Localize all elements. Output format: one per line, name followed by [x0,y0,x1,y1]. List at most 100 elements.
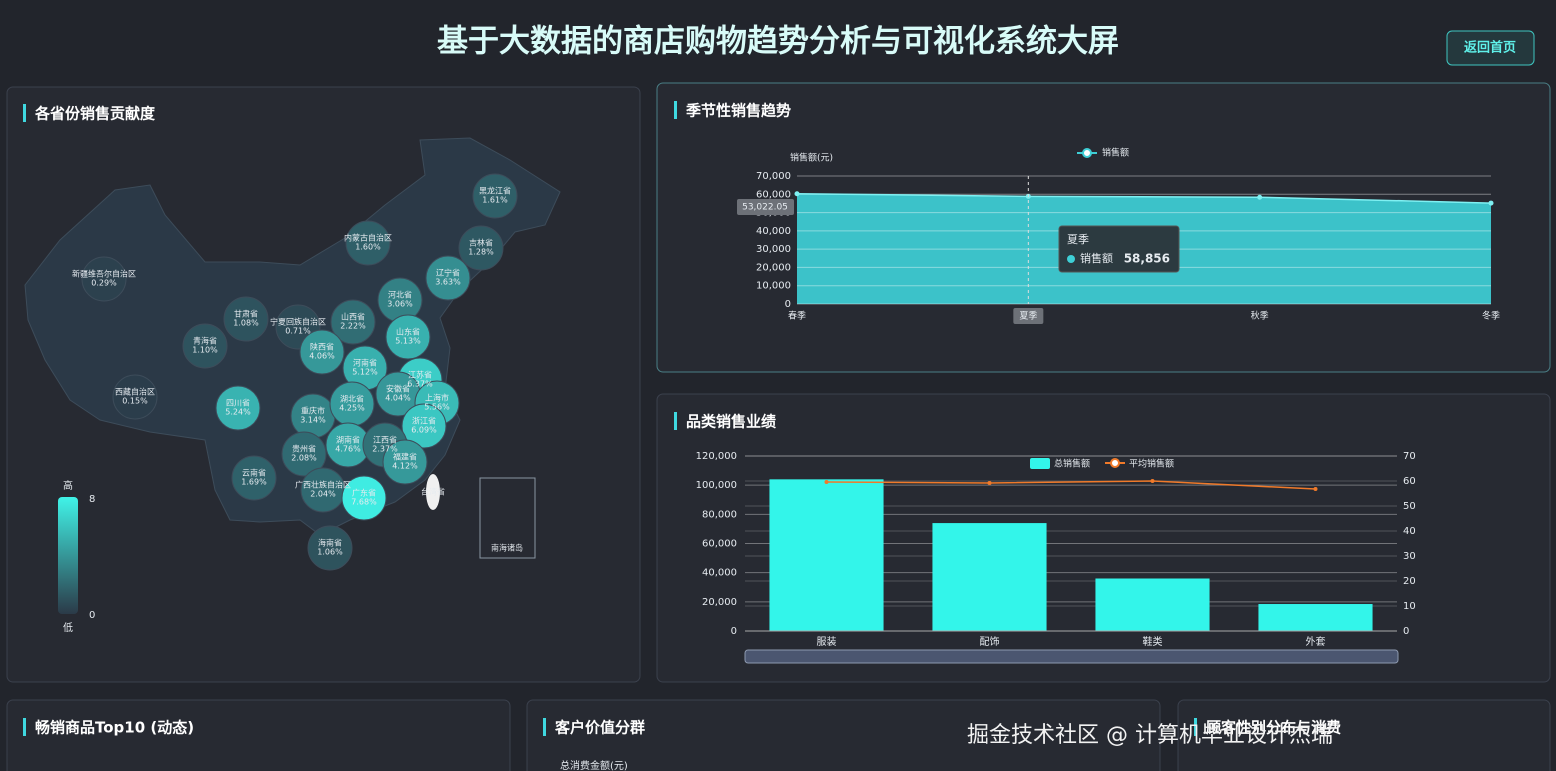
line [796,192,1492,204]
axis-label: 总消费金额(元) [560,759,628,771]
home-button[interactable] [1446,30,1535,66]
x-tick-label: 服装 [817,635,837,648]
panel-title: 品类销售业绩 [686,413,776,431]
province-value: 1.60% [355,243,381,252]
y-tick-label: 80,000 [702,509,737,520]
province-name: 宁夏回族自治区 [270,317,326,327]
point [1257,194,1263,200]
province-name: 广西壮族自治区 [295,480,351,490]
south-sea-box [479,477,536,559]
province [472,173,518,219]
legend-label: 销售额 [1102,147,1129,159]
x-tick-label: 鞋类 [1143,635,1163,648]
visual-map-max: 8 [89,494,95,505]
province-name: 内蒙古自治区 [344,233,392,243]
y-tick-label: 10,000 [756,281,791,292]
panel [6,699,511,771]
province-value: 4.04% [385,394,411,403]
y-tick-label: 20,000 [756,262,791,273]
x-label-highlight [1013,308,1044,324]
province [182,323,228,369]
point [1313,487,1318,491]
point [1488,200,1494,206]
tooltip-value: 58,856 [1124,252,1170,266]
province [112,374,158,420]
province-name: 湖南省 [336,435,360,445]
province-value: 1.61% [482,196,508,205]
legend-marker [1082,148,1092,158]
province-name: 青海省 [193,336,217,346]
legend-swatch [1030,458,1050,469]
region-label: 台湾省 [421,487,445,497]
province-value: 2.04% [310,490,336,499]
panel-title: 客户价值分群 [554,719,645,737]
province [231,455,277,501]
province-value: 7.68% [351,498,377,507]
bar [1258,604,1373,631]
province-name: 山东省 [396,327,420,337]
y-tick-label: 40,000 [702,568,737,579]
province-name: 新疆维吾尔自治区 [72,269,136,279]
y2-tick-label: 70 [1403,451,1416,462]
data-zoom[interactable] [744,649,1399,664]
province-value: 1.28% [468,248,494,257]
province-value: 1.08% [233,319,259,328]
tooltip-title: 夏季 [1067,233,1089,246]
province [458,225,504,271]
legend-label: 总销售额 [1054,458,1090,470]
province-name: 吉林省 [469,238,493,248]
y2-tick-label: 20 [1403,576,1416,587]
province-name: 重庆市 [301,406,325,416]
legend-label: 平均销售额 [1129,458,1174,470]
province-name: 河南省 [353,358,377,368]
region-label: 南海诸岛 [491,543,523,553]
visual-map-min: 0 [89,610,95,621]
province [299,329,345,375]
y-tick-label: 60,000 [756,189,791,200]
province-name: 河北省 [388,290,412,300]
province [307,525,353,571]
x-tick-label: 春季 [788,310,806,322]
y-tick-label: 20,000 [702,597,737,608]
line [826,480,1316,490]
province-value: 0.29% [91,279,117,288]
province [425,255,471,301]
province-value: 4.76% [335,445,361,454]
province-value: 1.06% [317,548,343,557]
province-value: 6.37% [407,380,433,389]
panel [526,699,1161,771]
page-title: 基于大数据的商店购物趋势分析与可视化系统大屏 [437,24,1119,60]
title-accents [23,101,1197,736]
province-value: 4.25% [339,404,365,413]
province-name: 湖北省 [340,394,364,404]
province [401,403,447,449]
province-name: 辽宁省 [436,268,460,278]
y2-tick-label: 60 [1403,476,1416,487]
visual-map-text: 高 [63,479,73,492]
watermark: 掘金技术社区 @ 计算机毕业设计杰瑞 [967,723,1333,748]
province-value: 6.09% [411,426,437,435]
province [81,256,127,302]
y-tick-label: 0 [785,299,791,310]
tooltip-series: 销售额 [1080,251,1113,265]
panel-title: 畅销商品Top10 (动态) [35,719,194,737]
panel-title: 各省份销售贡献度 [34,105,156,123]
x-tick-label: 配饰 [980,635,1000,648]
province-name: 四川省 [226,398,250,408]
bar [769,479,884,631]
province-name: 广东省 [352,488,376,498]
province-name: 西藏自治区 [115,387,155,397]
province-value: 0.15% [122,397,148,406]
y-tick-label: 70,000 [756,171,791,182]
y-tick-label: 100,000 [696,480,737,491]
y-tick-label: 30,000 [756,244,791,255]
province [215,385,261,431]
province-value: 4.12% [392,462,418,471]
y2-tick-label: 30 [1403,551,1416,562]
axis-label: 销售额(元) [790,152,833,164]
province [223,296,269,342]
province-value: 5.24% [225,408,251,417]
panel-title: 季节性销售趋势 [686,102,791,120]
province-name: 山西省 [341,312,365,322]
home-button-label[interactable]: 返回首页 [1464,40,1516,56]
